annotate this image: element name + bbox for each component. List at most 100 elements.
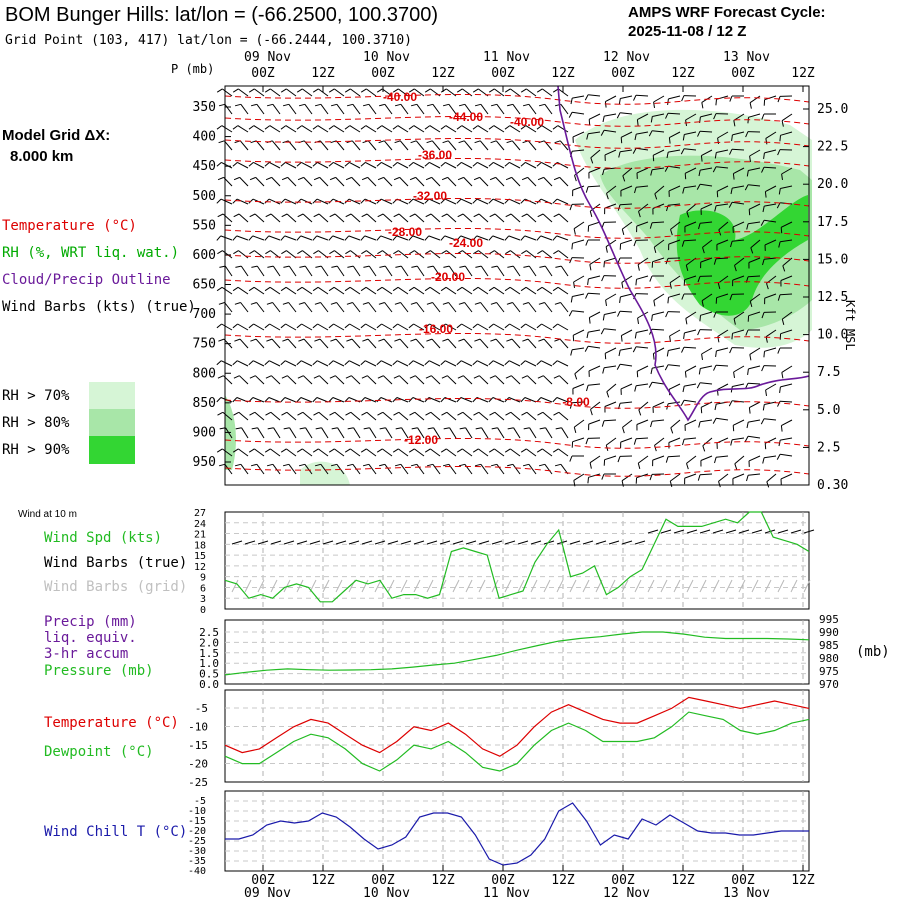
wind-barb-staff xyxy=(497,427,505,439)
surface-wind-barb xyxy=(582,540,594,545)
wind-barb-feather xyxy=(536,360,542,366)
wind-barb xyxy=(683,275,697,286)
wind-barb-feather xyxy=(411,427,418,430)
wind-barb xyxy=(456,360,473,367)
wind-barb xyxy=(360,286,377,295)
wind-barb-feather xyxy=(280,125,287,130)
wind-barb-feather xyxy=(685,318,688,325)
wind-barb-feather xyxy=(379,265,386,268)
wind-barb-feather xyxy=(552,360,558,366)
wind-barb-staff xyxy=(512,104,521,115)
wind-barb xyxy=(600,129,617,136)
surface-wind-barb xyxy=(270,540,282,545)
top-hour-tick-label-3: 12Z xyxy=(431,66,455,81)
wind-barb xyxy=(781,365,793,379)
wind-barb-staff xyxy=(780,437,793,441)
surface-wind-barb-grid xyxy=(387,579,395,593)
wind-barb-staff xyxy=(603,419,617,422)
wind-barb-feather xyxy=(536,162,542,167)
wind-barb xyxy=(764,293,777,305)
wind-barb-staff xyxy=(495,338,505,349)
wind-barb-staff xyxy=(399,177,409,187)
wind-barb xyxy=(313,213,329,223)
wind-barb-feather xyxy=(697,474,701,481)
wind-barb-feather xyxy=(537,176,544,181)
wind-barb-staff xyxy=(604,129,617,133)
wind-barb-feather xyxy=(248,448,255,453)
wind-barb xyxy=(265,176,281,187)
wind-barb-staff xyxy=(257,427,265,439)
wind-barb-staff xyxy=(716,239,729,245)
wind-barb xyxy=(666,347,681,357)
wind-barb-staff xyxy=(334,250,345,259)
surface-wind-barb xyxy=(309,540,321,545)
wind-barb-staff xyxy=(510,88,521,97)
wind-barb-staff xyxy=(684,399,697,403)
wind-barb-staff xyxy=(557,161,569,169)
wind-barb-staff xyxy=(670,419,681,429)
wind-barb-staff xyxy=(543,177,553,187)
wind-barb-staff xyxy=(667,112,681,115)
wind-barb-feather xyxy=(281,411,288,416)
wind-barb-staff xyxy=(781,167,793,175)
wind-barb-staff xyxy=(447,375,457,385)
wind-barb-staff xyxy=(653,95,665,103)
wind-barb xyxy=(408,88,425,97)
wind-barb-feather xyxy=(488,88,495,93)
wind-barb xyxy=(296,125,313,133)
wind-barb xyxy=(520,235,537,241)
precip-tick-label-5: 0.0 xyxy=(199,678,219,691)
wind-barb-staff xyxy=(316,360,329,367)
wind-barb-staff xyxy=(224,104,233,115)
wind-barb xyxy=(668,437,681,449)
wind-barb-feather xyxy=(782,265,786,272)
wind-barb xyxy=(700,455,713,467)
wind-barb-staff xyxy=(558,448,569,457)
wind-barb xyxy=(522,338,537,349)
surface-wind-barb-grid xyxy=(374,579,382,593)
wind-barb-feather xyxy=(554,338,561,342)
wind-barb-feather xyxy=(605,299,607,306)
wind-barb xyxy=(730,239,745,248)
wind-barb-feather xyxy=(604,353,607,360)
wind-barb xyxy=(604,203,617,215)
wind-barb-staff xyxy=(635,437,649,440)
wind-barb xyxy=(782,257,793,272)
wind-barb-feather xyxy=(747,368,749,375)
wind-barb-feather xyxy=(298,103,306,107)
wind-barb xyxy=(314,338,329,349)
wind-barb-staff xyxy=(270,213,281,223)
pressure-tick-label-3: 500 xyxy=(193,189,216,204)
wind-barb-staff xyxy=(510,448,521,457)
wind-barb-staff xyxy=(413,323,425,331)
wind-barb-staff xyxy=(462,448,473,457)
wind-chill-tick-label-5: -30 xyxy=(188,846,206,857)
wind-barb xyxy=(264,235,281,241)
wind-barb xyxy=(458,103,473,115)
surface-wind-barb-grid xyxy=(556,579,564,593)
wind-barb-feather xyxy=(617,456,621,463)
wind-barb xyxy=(248,286,265,295)
wind-barb-feather xyxy=(505,213,512,218)
temperature-contour-1 xyxy=(224,115,810,127)
wind-barb xyxy=(555,265,569,277)
wind-barb-staff xyxy=(620,437,633,443)
wind-barb xyxy=(264,323,281,331)
wind-barb-feather xyxy=(232,360,238,366)
wind-barb-feather xyxy=(440,198,446,204)
wind-barb-staff xyxy=(544,464,553,475)
wind-barb-staff xyxy=(334,411,345,421)
wind-barb xyxy=(232,360,249,367)
wind-barb-staff xyxy=(300,397,313,403)
wind-chill-tick-label-1: -10 xyxy=(188,806,206,817)
precip-tick-label-1: 2.0 xyxy=(199,636,219,649)
wind-barb-feather xyxy=(280,235,286,241)
wind-barb xyxy=(686,455,697,470)
wind-barb xyxy=(504,161,521,169)
wind-barb xyxy=(603,257,617,268)
wind-barb-staff xyxy=(621,329,633,337)
wind-barb-feather xyxy=(507,265,514,268)
wind-barb-staff xyxy=(365,286,377,295)
wind-barb-feather xyxy=(426,140,433,144)
wind-barb-staff xyxy=(301,286,313,295)
